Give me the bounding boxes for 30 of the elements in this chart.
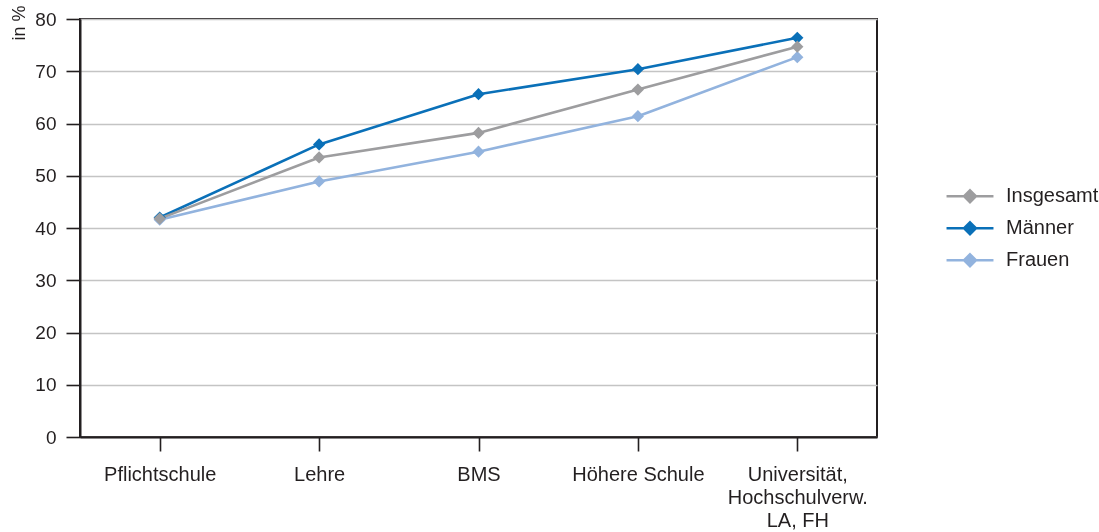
- point: [631, 110, 645, 123]
- y-tick-label: 80: [35, 8, 57, 30]
- y-tick-label: 60: [35, 113, 57, 134]
- point: [312, 151, 326, 164]
- x-tick-label: Lehre: [294, 462, 346, 485]
- legend-label: Frauen: [1006, 248, 1070, 271]
- x-tick-label: BMS: [457, 462, 501, 485]
- point: [791, 31, 804, 44]
- y-tick-label: 20: [35, 322, 57, 343]
- x-tick-label: Höhere Schule: [572, 462, 705, 485]
- point: [312, 138, 326, 151]
- point: [631, 63, 645, 76]
- y-tick-label: 0: [45, 426, 57, 448]
- point: [791, 51, 804, 64]
- legend-label: Männer: [1006, 216, 1075, 239]
- point: [472, 145, 485, 158]
- y-tick-label: 40: [35, 217, 57, 239]
- y-tick-label: 10: [35, 374, 57, 396]
- y-tick-label: 50: [35, 165, 57, 187]
- legend-label: Insgesamt: [1006, 184, 1099, 207]
- point: [472, 126, 485, 140]
- x-tick-label: Pflichtschule: [104, 462, 217, 485]
- y-tick-label: 30: [35, 269, 57, 291]
- y-axis-title: in %: [8, 5, 29, 41]
- point: [472, 88, 485, 101]
- point: [312, 175, 326, 188]
- x-tick-label: Universität, Hochschulverw. LA, FH: [727, 462, 868, 531]
- point: [791, 40, 804, 53]
- y-tick-label: 70: [35, 60, 57, 82]
- point: [631, 83, 645, 96]
